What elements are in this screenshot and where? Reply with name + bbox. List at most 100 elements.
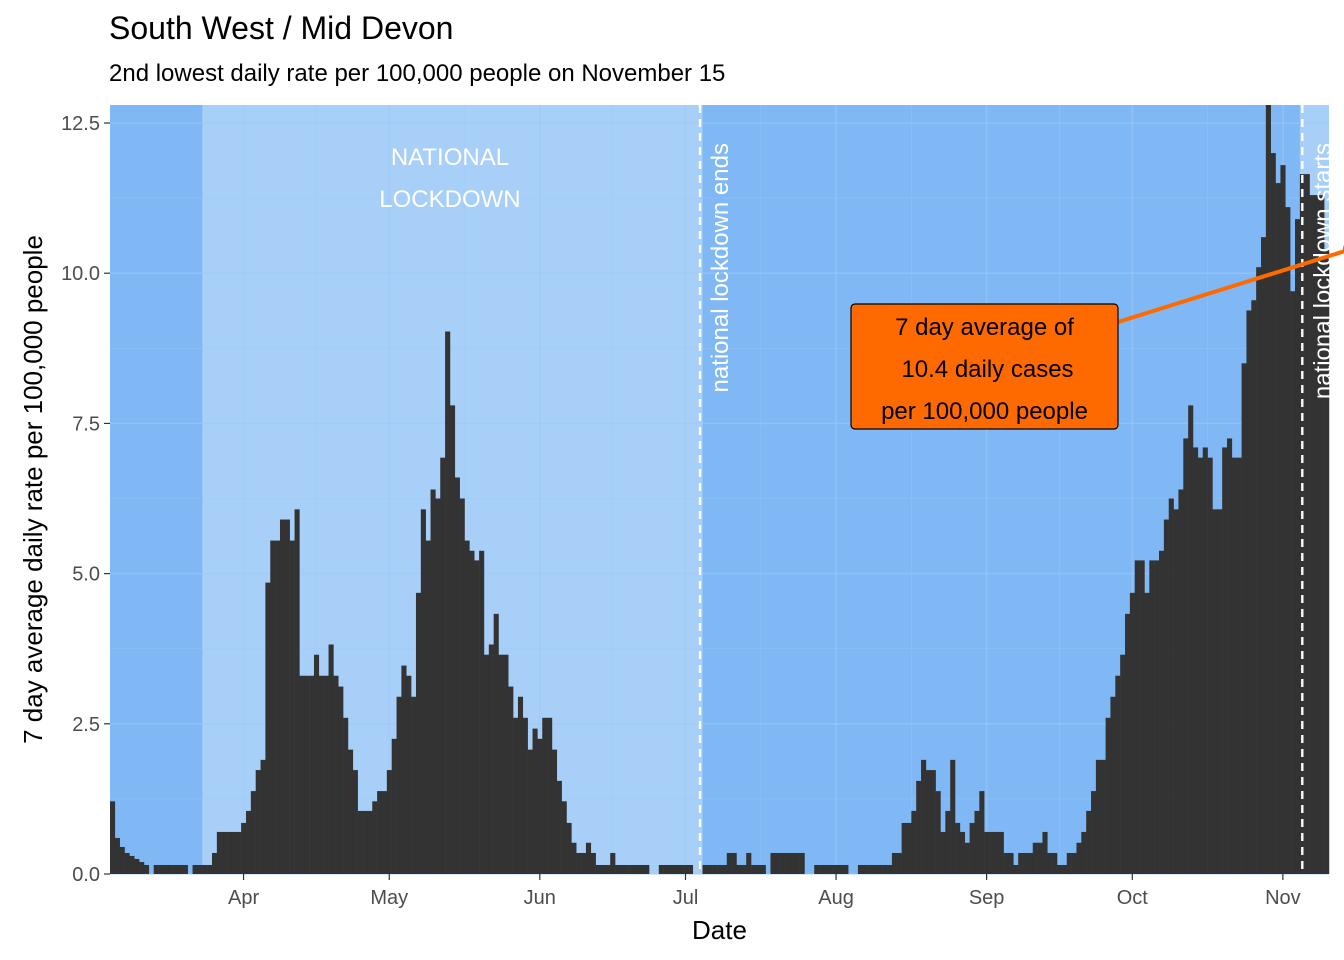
bar [1236,457,1242,874]
bar [1295,219,1301,874]
bar [284,519,290,874]
bar [775,852,781,874]
bar [1217,509,1223,874]
bar [236,831,242,874]
bar [532,728,538,874]
bar [119,846,125,874]
bar [231,831,237,874]
bar [1144,592,1150,874]
bar [367,810,373,874]
bar [916,780,922,874]
bar [318,675,324,874]
bar [785,852,791,874]
bar [1275,183,1281,874]
x-tick-label: Sep [969,887,1005,909]
bar [143,864,150,874]
x-tick-label: Oct [1117,887,1149,909]
bar [1027,852,1033,874]
bar [760,864,766,874]
bar [129,855,135,874]
bar [702,864,708,874]
bar [741,864,747,874]
bar [1134,560,1140,874]
bar [770,852,776,874]
bar [590,852,596,874]
bar [202,864,208,874]
bar [1042,831,1048,874]
bar [469,550,475,874]
bar [425,540,431,874]
bar [576,852,582,874]
bar [746,852,752,874]
bar [1071,852,1077,874]
bar [279,519,286,874]
y-tick-label: 0.0 [72,864,100,886]
bar [683,864,689,874]
bar [571,842,577,874]
bar [309,675,315,874]
bar [294,509,300,874]
bar [1081,831,1087,874]
bar [1129,592,1135,874]
y-tick-label: 12.5 [61,113,100,135]
bar [1319,195,1325,874]
bar [241,822,247,874]
bar [726,852,732,874]
bar [634,864,640,874]
bar [483,654,490,874]
bar [1173,509,1179,874]
chart-subtitle: 2nd lowest daily rate per 100,000 people… [109,60,726,87]
bar [984,831,990,874]
bar [862,864,868,874]
bar [1299,174,1305,874]
callout-line3: per 100,000 people [881,398,1088,425]
bar [1018,852,1024,874]
y-tick-label: 5.0 [72,564,100,586]
bar [925,770,932,874]
bar [955,822,961,874]
bar [1183,438,1189,874]
bar [1076,842,1082,874]
y-tick-label: 2.5 [72,714,100,736]
bar [110,801,116,874]
bar [799,852,805,874]
bar [211,852,218,874]
bar [1207,457,1213,874]
bar [1241,363,1247,874]
bar [712,864,718,874]
bar [139,861,145,874]
bar [1061,864,1067,874]
bar [566,822,572,874]
bar [887,864,893,874]
bar [1280,165,1286,874]
bar [556,780,562,874]
bar [1159,550,1165,874]
bar [299,675,305,874]
bar [945,810,951,874]
bar [357,810,363,874]
bar [474,560,480,874]
bar [663,864,669,874]
bar [275,540,281,874]
bar [182,864,188,874]
bar [207,864,213,874]
bar [751,864,757,874]
bar [624,864,630,874]
x-tick-label: Jul [673,887,699,909]
bar [406,675,412,874]
bar [1222,447,1228,874]
bar [158,864,164,874]
bar [843,864,849,874]
bar [163,864,169,874]
bar [464,540,470,874]
bar [1003,852,1009,874]
bar [1270,153,1276,874]
bar [1052,852,1058,874]
bar [867,864,873,874]
bar [935,791,941,874]
bar [415,592,422,874]
bar [547,717,553,874]
bar [1013,864,1019,874]
bar [1265,105,1271,874]
